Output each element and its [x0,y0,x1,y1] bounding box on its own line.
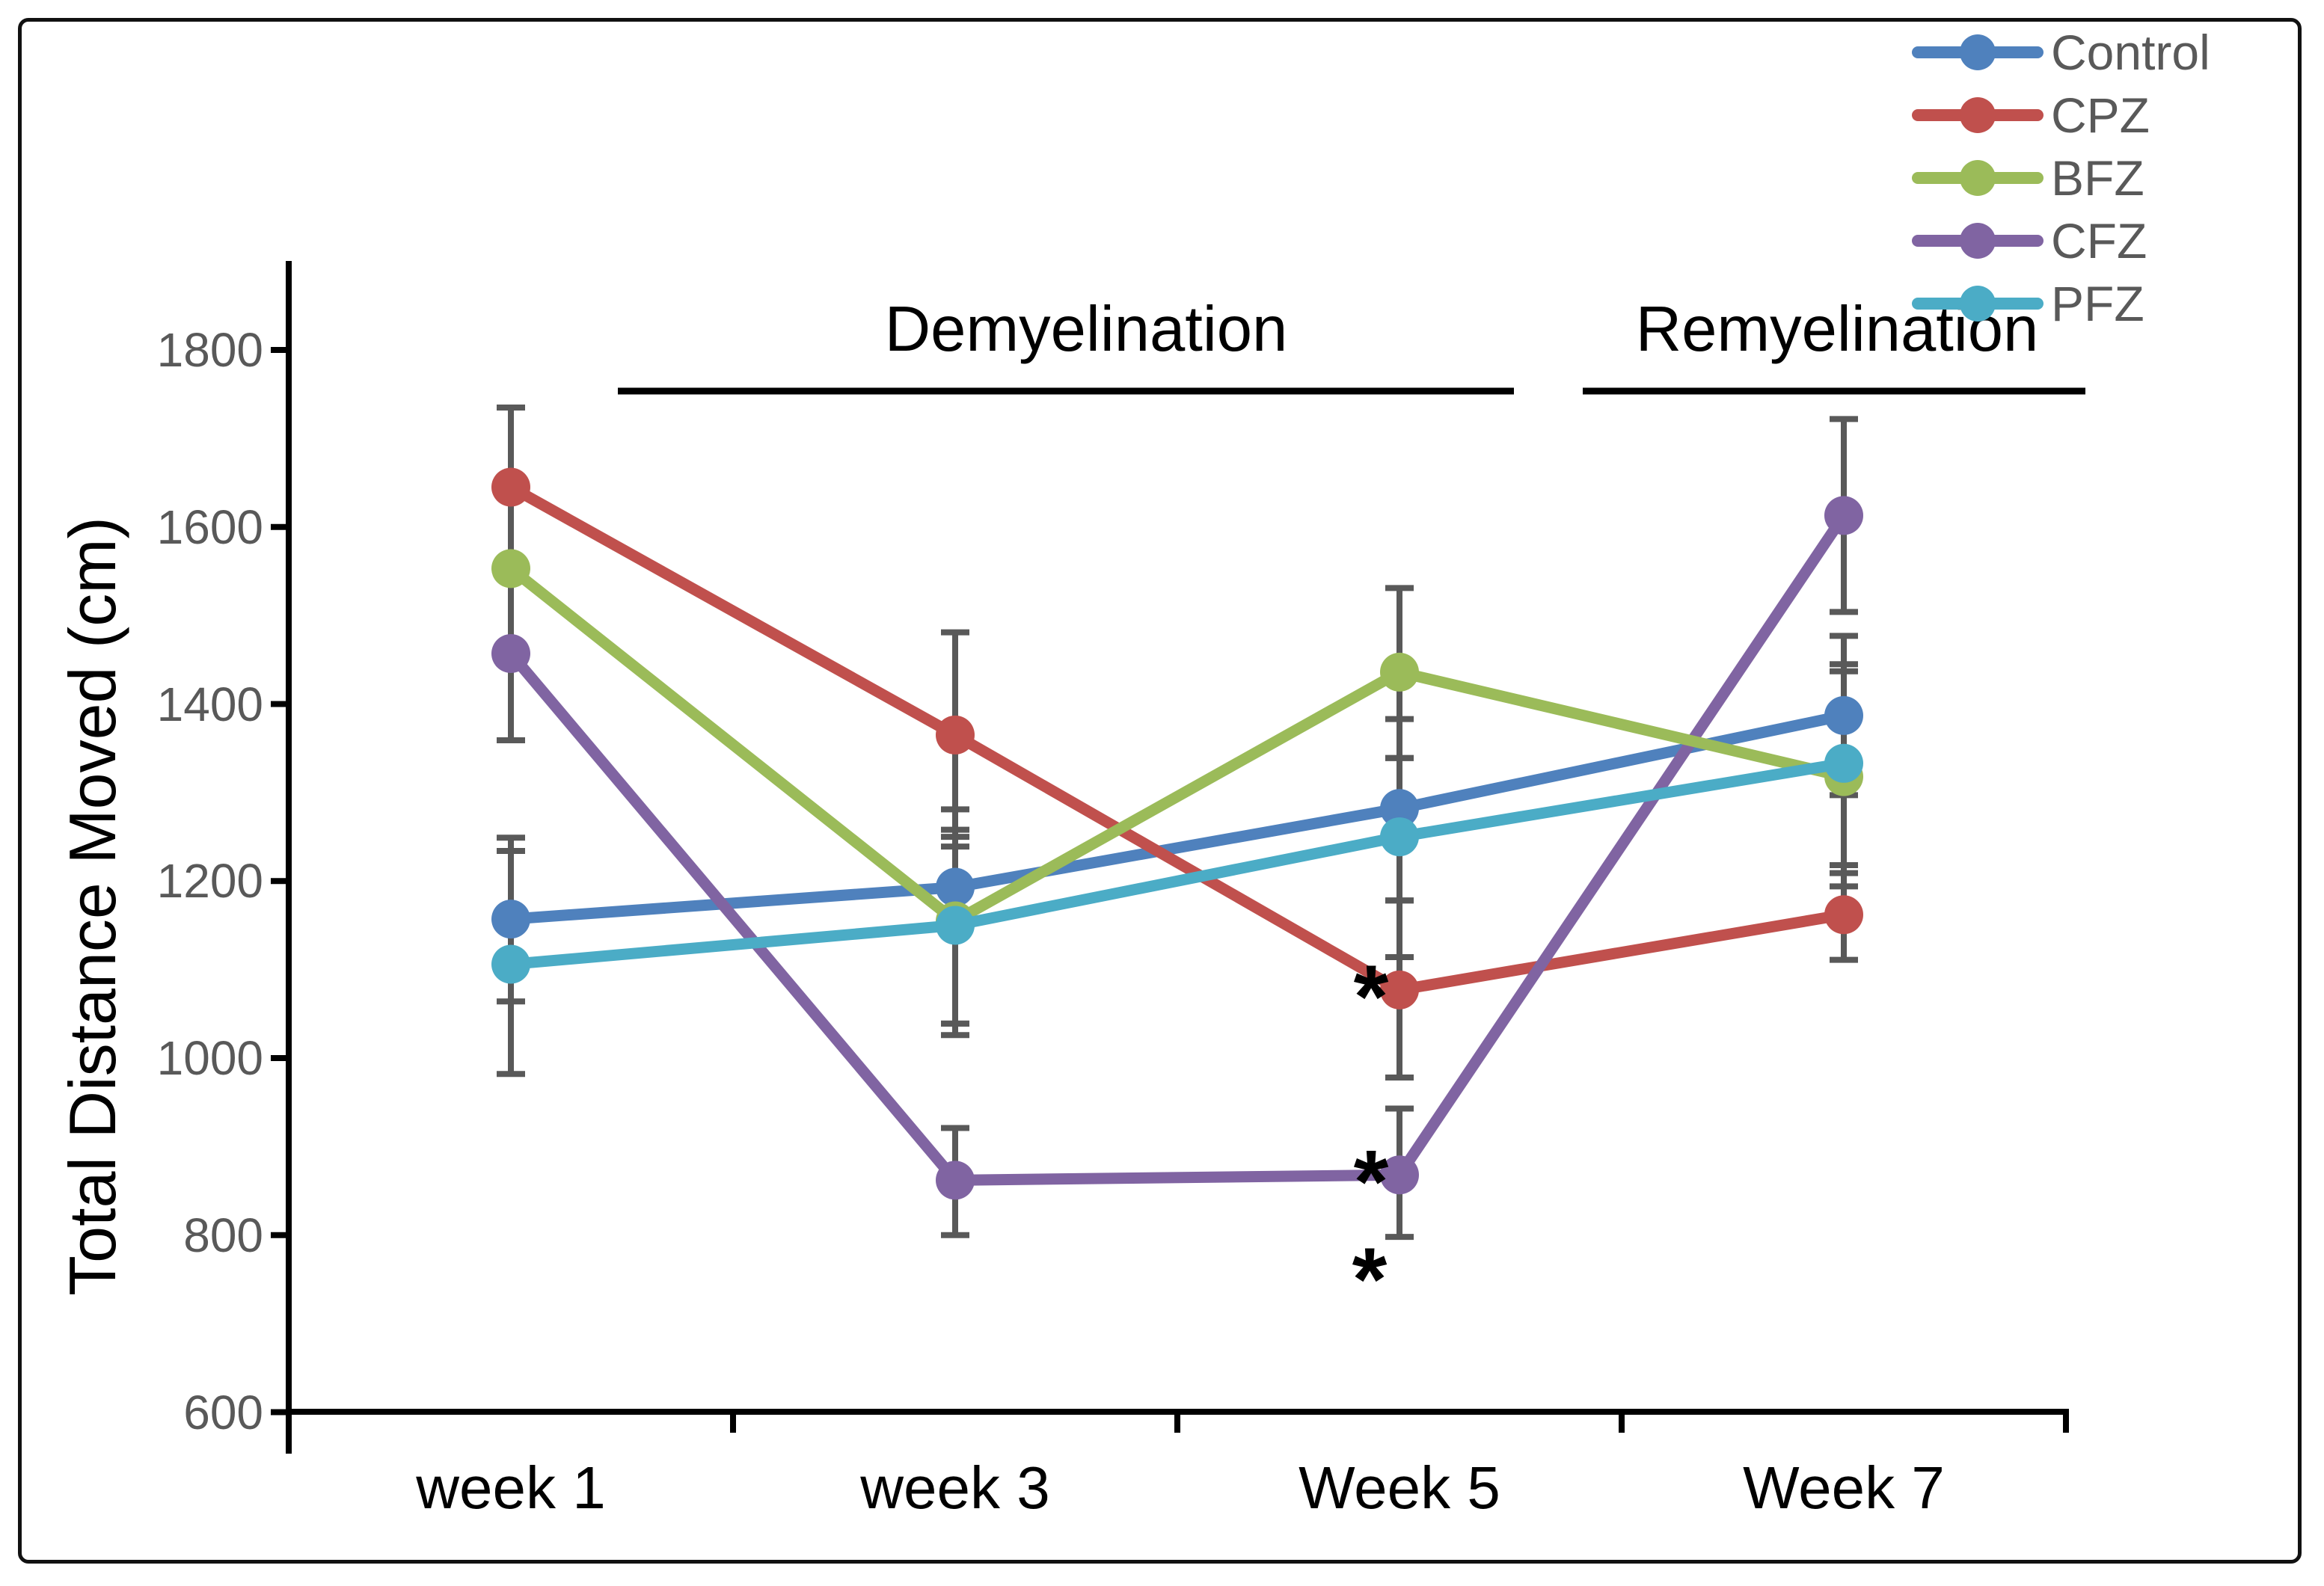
y-tick-label: 1400 [156,677,263,731]
legend-marker-control [1912,34,2044,70]
series-marker-control-0 [491,900,530,939]
series-marker-cpz-3 [1824,895,1863,935]
significance-asterisk-2: * [1352,1229,1388,1330]
series-line-control [505,710,1850,925]
series-marker-control-3 [1824,695,1863,735]
significance-asterisk-1: * [1354,1131,1389,1232]
significance-asterisk-0: * [1354,947,1389,1047]
legend-item-control: Control [1912,21,2210,84]
phase-label-demyelination: Demyelination [884,294,1288,365]
legend-item-cfz: CFZ [1912,209,2210,272]
error-bars [497,404,1858,1241]
series-marker-cpz-1 [936,715,975,754]
series-marker-cfz-2 [1380,1155,1419,1195]
axes [271,261,2069,1454]
legend-marker-cfz [1912,223,2044,259]
legend-label: CPZ [2051,87,2150,143]
series-marker-cfz-1 [936,1161,975,1200]
legend-label: PFZ [2051,276,2144,331]
series-line-cpz [505,481,1850,996]
series-cpz [491,467,1863,1009]
series-control [491,695,1863,939]
series-line-cfz [505,509,1850,1186]
x-category-label: week 3 [860,1454,1050,1521]
series-marker-cfz-0 [491,634,530,674]
series-marker-bfz-2 [1380,652,1419,692]
legend-marker-bfz [1912,160,2044,196]
legend: Control CPZ BFZ CFZ PFZ [1912,21,2210,335]
series-marker-cpz-2 [1380,970,1419,1009]
series-line-pfz [505,757,1850,971]
series-marker-pfz-1 [936,906,975,945]
series-marker-pfz-0 [491,944,530,984]
series-marker-pfz-2 [1380,817,1419,857]
legend-item-bfz: BFZ [1912,147,2210,209]
x-category-label: week 1 [416,1454,606,1521]
series-line-bfz [505,562,1850,927]
legend-item-cpz: CPZ [1912,84,2210,147]
legend-label: CFZ [2051,213,2147,268]
y-tick-label: 1600 [156,500,263,554]
series-pfz [491,743,1863,984]
legend-label: Control [2051,25,2210,80]
series-marker-control-2 [1380,789,1419,829]
legend-label: BFZ [2051,150,2144,206]
series-marker-cpz-0 [491,467,530,507]
legend-item-pfz: PFZ [1912,272,2210,335]
series-marker-bfz-0 [491,549,530,588]
legend-marker-pfz [1912,286,2044,322]
y-tick-label: 600 [183,1385,263,1439]
series-cfz [491,496,1863,1200]
x-category-label: Week 7 [1743,1454,1945,1521]
series-marker-cfz-3 [1824,496,1863,535]
y-tick-label: 1800 [156,323,263,377]
legend-marker-cpz [1912,97,2044,133]
y-tick-label: 800 [183,1208,263,1262]
x-category-label: Week 5 [1299,1454,1500,1521]
y-tick-label: 1000 [156,1031,263,1085]
y-tick-label: 1200 [156,854,263,909]
series-marker-control-1 [936,867,975,907]
series-marker-pfz-3 [1824,743,1863,783]
